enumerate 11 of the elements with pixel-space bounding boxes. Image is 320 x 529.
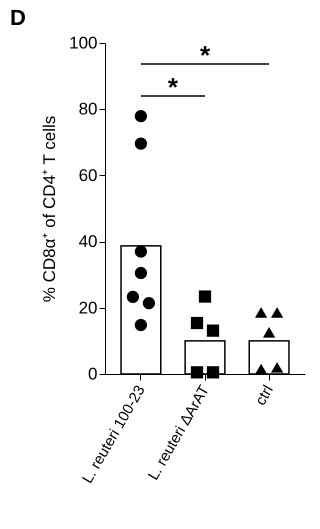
y-tick-label: 60 [78,166,98,185]
y-tick-label: 20 [78,298,98,318]
annotation: * [168,72,179,102]
x-tick-label: ctrl [252,382,277,408]
annotation: * [200,40,211,70]
y-tick-label: 40 [78,232,98,252]
y-tick-label: 80 [78,100,98,119]
text: D [10,5,26,30]
y-tick-label: 0 [88,364,98,384]
y-tick-label: 100 [69,34,98,52]
y-axis-title: % CD8α⁺ of CD4⁺ T cells [40,116,60,302]
